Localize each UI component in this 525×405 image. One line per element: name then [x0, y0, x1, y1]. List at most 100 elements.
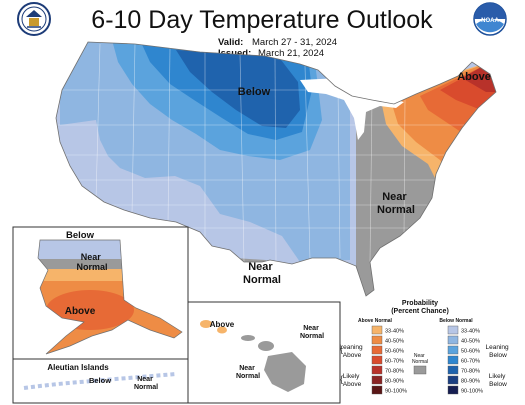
- legend-above-swatch-4: [371, 355, 383, 365]
- legend-above-swatch-1: [371, 325, 383, 335]
- legend-above-brace-bottom: {: [340, 374, 343, 384]
- hawaii-near-normal-1-line-1: Near: [303, 325, 319, 332]
- alaska-near-normal-band: [38, 259, 182, 269]
- aleutian-title: Aleutian Islands: [47, 363, 109, 372]
- legend-above-swatch-2: [371, 335, 383, 345]
- legend-below-swatch-2: [447, 335, 459, 345]
- hawaii-big-island: [264, 352, 306, 392]
- probability-legend: Probability (Percent Chance) Above Norma…: [340, 300, 511, 395]
- aleutian-near-normal-line-1: Near: [137, 376, 153, 383]
- hawaii-kauai: [200, 320, 212, 328]
- hawaii-near-normal-1-line-2: Normal: [300, 333, 324, 340]
- legend-below-swatch-4: [447, 355, 459, 365]
- legend-near-normal-swatch: [413, 365, 427, 375]
- aleutian-near-normal-label: Near Normal: [134, 376, 158, 391]
- legend-above-swatch-6: [371, 375, 383, 385]
- legend-below-swatch-5: [447, 365, 459, 375]
- legend-likely-below: Likely Below: [489, 373, 507, 388]
- hawaii-above-label: Above: [210, 320, 235, 329]
- alaska-near-normal-line-1: Near: [81, 252, 102, 262]
- legend-below-swatch-label-1: 33-40%: [461, 329, 480, 335]
- legend-below-swatch-label-4: 60-70%: [461, 359, 480, 365]
- legend-above-swatch-label-2: 40-50%: [385, 339, 404, 345]
- legend-leaning-above-line-2: Above: [343, 352, 362, 359]
- hawaii-inset: Above Near Normal Near Normal: [187, 301, 341, 404]
- conus-near-normal-east-label: Near Normal: [377, 191, 415, 216]
- legend-below-swatch-label-7: 90-100%: [461, 389, 483, 395]
- state-boundaries: [58, 43, 470, 263]
- aleutian-inset: Aleutian Islands Below Near Normal: [12, 358, 189, 404]
- alaska-near-normal-line-2: Normal: [76, 262, 107, 272]
- legend-likely-below-line-2: Below: [489, 381, 507, 388]
- conus-near-normal-south-line-2: Normal: [243, 274, 281, 286]
- legend-below-swatch-7: [447, 385, 459, 395]
- hawaii-near-normal-label-1: Near Normal: [300, 325, 324, 340]
- issued-date: March 21, 2024: [258, 48, 324, 59]
- legend-below-swatch-label-2: 40-50%: [461, 339, 480, 345]
- conus-near-normal-east-line-2: Normal: [377, 204, 415, 216]
- below-70-80-region: [176, 50, 300, 128]
- conus-below-label: Below: [238, 86, 271, 98]
- conus-near-normal-south-label: Near Normal: [243, 261, 281, 286]
- legend-subtitle: (Percent Chance): [391, 308, 449, 315]
- commerce-seal-icon: [17, 2, 51, 36]
- hawaii-molokai: [241, 335, 255, 341]
- conus-outline: [55, 41, 497, 297]
- hawaii-maui: [258, 341, 274, 351]
- alaska-inset: Below Near Normal Above: [12, 226, 189, 360]
- legend-leaning-below: Leaning Below: [486, 344, 511, 359]
- above-70-80-region: [462, 60, 496, 92]
- noaa-logo-icon: NOAA: [473, 2, 507, 36]
- legend-above-header: Above Normal: [358, 318, 393, 324]
- legend-below-swatch-1: [447, 325, 459, 335]
- legend-below-swatches: 33-40% 40-50% 50-60% 60-70% 70-80% 80-90% 90-1…: [447, 325, 483, 395]
- alaska-below-label: Below: [66, 230, 95, 241]
- alaska-outline: [37, 239, 183, 355]
- legend-near-normal-line-1: Near: [414, 353, 425, 359]
- legend-above-swatch-5: [371, 365, 383, 375]
- legend-leaning-below-line-1: Leaning: [486, 344, 510, 351]
- legend-below-swatch-3: [447, 345, 459, 355]
- issued-label: Issued:: [218, 48, 251, 59]
- valid-date-range: March 27 - 31, 2024: [252, 37, 337, 48]
- legend-leaning-below-line-2: Below: [489, 352, 507, 359]
- hawaii-near-normal-2-line-1: Near: [239, 365, 255, 372]
- legend-near-normal-line-2: Normal: [412, 359, 428, 365]
- aleutian-near-normal-line-2: Normal: [134, 384, 158, 391]
- legend-above-swatch-label-3: 50-60%: [385, 349, 404, 355]
- svg-text:NOAA: NOAA: [481, 18, 499, 24]
- legend-leaning-above-line-1: Leaning: [340, 344, 364, 351]
- legend-leaning-above: Leaning Above: [340, 344, 365, 359]
- legend-likely-above-line-1: Likely: [343, 373, 360, 380]
- legend-below-header: Below Normal: [439, 318, 473, 324]
- hawaii-near-normal-2-line-2: Normal: [236, 373, 260, 380]
- legend-below-swatch-label-3: 50-60%: [461, 349, 480, 355]
- alaska-above-label: Above: [65, 306, 96, 317]
- page-title: 6-10 Day Temperature Outlook: [91, 6, 433, 34]
- legend-above-swatch-label-7: 90-100%: [385, 389, 407, 395]
- legend-above-swatch-3: [371, 345, 383, 355]
- legend-above-brace-top: {: [340, 344, 343, 354]
- legend-above-swatch-label-6: 80-90%: [385, 379, 404, 385]
- aleutian-below-label: Below: [89, 376, 111, 385]
- legend-above-swatch-label-1: 33-40%: [385, 329, 404, 335]
- legend-title: Probability: [402, 300, 438, 307]
- valid-label: Valid:: [218, 37, 243, 48]
- legend-below-swatch-label-6: 80-90%: [461, 379, 480, 385]
- legend-below-swatch-6: [447, 375, 459, 385]
- alaska-near-normal-label: Near Normal: [76, 252, 107, 272]
- conus-near-normal-east-line-1: Near: [382, 191, 407, 203]
- legend-below-swatch-label-5: 70-80%: [461, 369, 480, 375]
- hawaii-oahu: [217, 326, 227, 334]
- legend-likely-below-line-1: Likely: [489, 373, 506, 380]
- legend-above-swatch-label-4: 60-70%: [385, 359, 404, 365]
- legend-likely-above: Likely Above: [343, 373, 362, 388]
- legend-near-normal: Near Normal: [412, 353, 428, 365]
- legend-likely-above-line-2: Above: [343, 381, 362, 388]
- legend-above-swatch-label-5: 70-80%: [385, 369, 404, 375]
- hawaii-near-normal-label-2: Near Normal: [236, 365, 260, 380]
- legend-above-swatch-7: [371, 385, 383, 395]
- conus-near-normal-south-line-1: Near: [248, 261, 273, 273]
